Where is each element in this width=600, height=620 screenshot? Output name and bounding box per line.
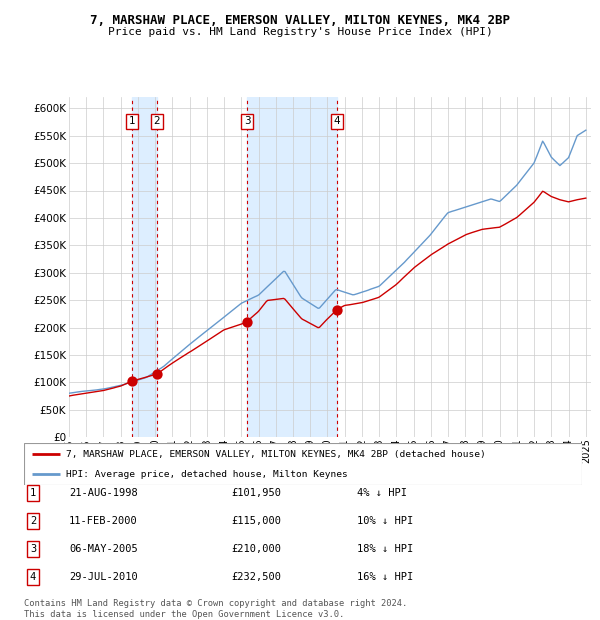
Text: 4: 4 [334,116,341,126]
Text: Contains HM Land Registry data © Crown copyright and database right 2024.
This d: Contains HM Land Registry data © Crown c… [24,600,407,619]
Text: £101,950: £101,950 [231,488,281,498]
Text: £115,000: £115,000 [231,516,281,526]
Bar [247,97,337,437]
Text: 06-MAY-2005: 06-MAY-2005 [69,544,138,554]
Text: 29-JUL-2010: 29-JUL-2010 [69,572,138,582]
Text: 7, MARSHAW PLACE, EMERSON VALLEY, MILTON KEYNES, MK4 2BP (detached house): 7, MARSHAW PLACE, EMERSON VALLEY, MILTON… [66,450,485,459]
Text: 2: 2 [154,116,160,126]
Bar [132,97,157,437]
Text: 21-AUG-1998: 21-AUG-1998 [69,488,138,498]
Text: 2: 2 [30,516,36,526]
FancyBboxPatch shape [24,443,582,485]
Text: 4: 4 [30,572,36,582]
Text: 3: 3 [30,544,36,554]
Text: 4% ↓ HPI: 4% ↓ HPI [357,488,407,498]
Point [127,376,137,386]
Text: 1: 1 [30,488,36,498]
Text: £232,500: £232,500 [231,572,281,582]
Text: 11-FEB-2000: 11-FEB-2000 [69,516,138,526]
Point [152,369,162,379]
Text: £210,000: £210,000 [231,544,281,554]
Text: 16% ↓ HPI: 16% ↓ HPI [357,572,413,582]
Point [242,317,252,327]
Text: 3: 3 [244,116,250,126]
Text: 10% ↓ HPI: 10% ↓ HPI [357,516,413,526]
Text: 1: 1 [128,116,135,126]
Text: 18% ↓ HPI: 18% ↓ HPI [357,544,413,554]
Text: 7, MARSHAW PLACE, EMERSON VALLEY, MILTON KEYNES, MK4 2BP: 7, MARSHAW PLACE, EMERSON VALLEY, MILTON… [90,14,510,27]
Text: Price paid vs. HM Land Registry's House Price Index (HPI): Price paid vs. HM Land Registry's House … [107,27,493,37]
Text: HPI: Average price, detached house, Milton Keynes: HPI: Average price, detached house, Milt… [66,470,347,479]
Point [332,305,342,315]
